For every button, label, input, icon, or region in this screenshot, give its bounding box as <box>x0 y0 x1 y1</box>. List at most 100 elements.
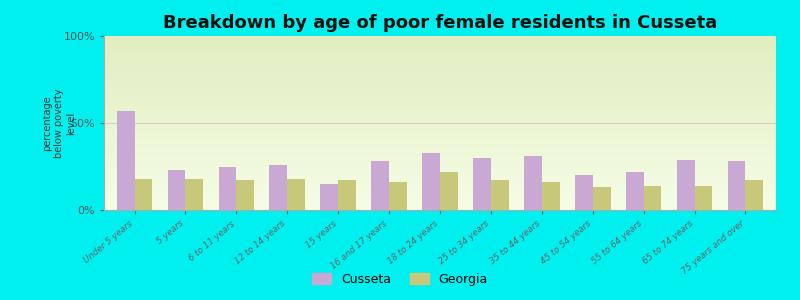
Legend: Cusseta, Georgia: Cusseta, Georgia <box>307 268 493 291</box>
Bar <box>168 170 186 210</box>
Bar <box>104 88 776 89</box>
Bar <box>104 171 776 172</box>
Bar <box>104 175 776 176</box>
Bar <box>104 145 776 146</box>
Bar <box>104 158 776 159</box>
Bar <box>104 69 776 70</box>
Bar <box>104 108 776 109</box>
Bar <box>104 188 776 189</box>
Bar <box>104 123 776 124</box>
Bar <box>104 52 776 53</box>
Bar <box>104 179 776 180</box>
Bar <box>104 198 776 199</box>
Bar <box>104 91 776 92</box>
Bar <box>104 161 776 162</box>
Bar <box>104 149 776 150</box>
Bar <box>104 144 776 145</box>
Bar <box>104 97 776 98</box>
Bar <box>104 139 776 140</box>
Bar <box>104 128 776 129</box>
Bar <box>473 158 491 210</box>
Bar <box>104 77 776 78</box>
Bar <box>104 168 776 169</box>
Bar <box>104 167 776 168</box>
Bar <box>104 147 776 148</box>
Bar <box>104 197 776 198</box>
Bar <box>104 47 776 48</box>
Bar <box>104 176 776 177</box>
Bar <box>104 180 776 181</box>
Bar <box>104 133 776 134</box>
Bar <box>104 127 776 128</box>
Bar <box>104 204 776 205</box>
Bar <box>104 100 776 101</box>
Bar <box>104 170 776 171</box>
Bar <box>104 130 776 131</box>
Bar <box>104 124 776 125</box>
Bar <box>104 39 776 40</box>
Bar <box>104 202 776 203</box>
Bar <box>104 94 776 95</box>
Bar <box>542 182 560 210</box>
Bar <box>728 161 746 210</box>
Bar <box>422 153 440 210</box>
Bar <box>104 102 776 103</box>
Bar <box>104 146 776 147</box>
Bar <box>746 180 763 210</box>
Bar <box>104 81 776 82</box>
Bar <box>338 180 356 210</box>
Bar <box>104 189 776 190</box>
Bar <box>104 129 776 130</box>
Bar <box>644 186 662 210</box>
Bar <box>104 36 776 37</box>
Bar <box>104 86 776 87</box>
Bar <box>104 49 776 50</box>
Bar <box>104 60 776 61</box>
Bar <box>104 93 776 94</box>
Bar <box>104 44 776 45</box>
Bar <box>104 38 776 39</box>
Bar <box>104 42 776 43</box>
Bar <box>104 45 776 46</box>
Bar <box>104 84 776 85</box>
Bar <box>491 180 509 210</box>
Bar <box>104 154 776 155</box>
Bar <box>371 161 389 210</box>
Bar <box>104 66 776 67</box>
Bar <box>104 183 776 184</box>
Bar <box>104 186 776 187</box>
Bar <box>104 192 776 193</box>
Bar <box>104 156 776 157</box>
Bar <box>104 205 776 206</box>
Bar <box>104 104 776 105</box>
Bar <box>270 165 287 210</box>
Bar <box>104 41 776 42</box>
Bar <box>104 162 776 163</box>
Bar <box>104 118 776 119</box>
Bar <box>440 172 458 210</box>
Bar <box>104 184 776 185</box>
Bar <box>104 164 776 165</box>
Bar <box>117 111 134 210</box>
Bar <box>186 179 203 210</box>
Bar <box>287 179 305 210</box>
Bar <box>104 136 776 137</box>
Bar <box>104 206 776 207</box>
Bar <box>104 119 776 120</box>
Bar <box>104 148 776 149</box>
Bar <box>104 155 776 156</box>
Bar <box>104 111 776 112</box>
Bar <box>104 194 776 195</box>
Bar <box>104 122 776 123</box>
Bar <box>218 167 236 210</box>
Bar <box>104 82 776 83</box>
Bar <box>104 169 776 170</box>
Bar <box>104 106 776 107</box>
Bar <box>104 191 776 192</box>
Bar <box>104 131 776 132</box>
Bar <box>104 110 776 111</box>
Bar <box>104 105 776 106</box>
Bar <box>104 159 776 160</box>
Bar <box>104 203 776 204</box>
Bar <box>104 200 776 201</box>
